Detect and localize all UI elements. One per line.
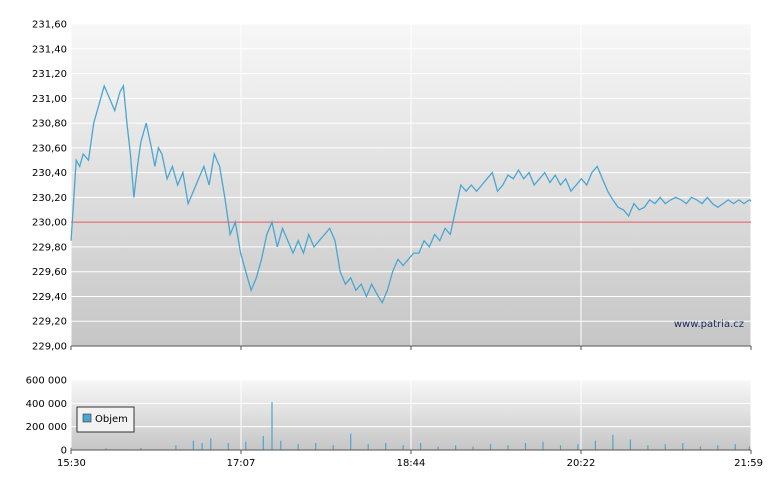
price-y-tick-label: 230,40 (32, 168, 67, 179)
volume-bar (594, 440, 596, 450)
volume-bar (271, 402, 273, 450)
x-tick-label: 17:07 (227, 458, 256, 469)
volume-bar (472, 446, 474, 450)
volume-bar (455, 445, 457, 450)
price-y-tick-label: 230,80 (32, 119, 67, 130)
volume-bar (350, 433, 352, 450)
volume-bar (367, 444, 369, 450)
volume-bar (140, 447, 142, 450)
volume-bar (717, 445, 719, 450)
price-y-tick-label: 230,00 (32, 218, 67, 229)
price-y-tick-label: 231,00 (32, 94, 67, 105)
x-tick-label: 20:22 (567, 458, 596, 469)
price-y-tick-label: 229,20 (32, 317, 67, 328)
price-y-axis: 229,00 229,20 229,40 229,60 229,80 230,00 230,… (32, 20, 67, 353)
volume-y-tick-label: 200 000 (26, 422, 67, 433)
watermark: www.patria.cz (674, 319, 744, 330)
volume-bar (542, 441, 544, 450)
volume-bar (175, 445, 177, 450)
price-grid (70, 23, 752, 347)
volume-bar (385, 443, 387, 450)
volume-bar (402, 445, 404, 450)
volume-bar (70, 447, 72, 450)
volume-bar (612, 434, 614, 450)
price-series-line (70, 83, 752, 305)
volume-bar (559, 445, 562, 450)
volume-bar (699, 446, 701, 450)
volume-bar (748, 446, 750, 450)
volume-y-tick-label: 400 000 (26, 399, 67, 410)
volume-bar (262, 436, 264, 450)
volume-bar (201, 443, 203, 450)
volume-y-axis: 0 200 000 400 000 600 000 (26, 376, 67, 457)
price-y-tick-label: 231,20 (32, 69, 67, 80)
price-y-tick-label: 231,60 (32, 20, 67, 31)
price-x-ticks (70, 346, 752, 350)
legend-label: Objem (95, 414, 128, 425)
volume-bar (280, 440, 282, 450)
volume-bar (489, 444, 492, 450)
volume-bars (70, 402, 750, 451)
volume-bar (105, 448, 107, 451)
volume-bar (577, 444, 579, 450)
x-tick-label: 15:30 (57, 458, 86, 469)
price-y-tick-label: 229,40 (32, 292, 67, 303)
x-tick-label: 21:59 (734, 458, 763, 469)
volume-bar (420, 443, 422, 450)
price-y-tick-label: 229,60 (32, 267, 67, 278)
volume-bar (210, 438, 212, 450)
legend: Objem (76, 406, 135, 433)
price-y-tick-label: 229,80 (32, 242, 67, 253)
volume-y-tick-label: 600 000 (26, 376, 67, 387)
volume-bar (297, 444, 299, 450)
volume-y-tick-label: 0 (61, 446, 67, 457)
price-y-tick-label: 230,60 (32, 143, 67, 154)
volume-bar (734, 444, 736, 450)
volume-bar (524, 443, 527, 450)
legend-swatch (82, 413, 92, 423)
volume-bar (245, 441, 247, 450)
price-y-tick-label: 231,40 (32, 44, 67, 55)
volume-bar (664, 444, 666, 450)
volume-bar (507, 445, 509, 450)
volume-bar (332, 445, 334, 450)
volume-bar (192, 440, 194, 450)
volume-panel: 0 200 000 400 000 600 000 15:30 17:07 18:44 20… (26, 376, 763, 470)
volume-bar (315, 443, 317, 450)
volume-bar (682, 443, 684, 450)
volume-bar (227, 443, 229, 450)
price-y-tick-label: 229,00 (32, 342, 67, 353)
volume-bar (437, 446, 439, 450)
volume-bar (629, 439, 631, 450)
x-axis: 15:30 17:07 18:44 20:22 21:59 (57, 450, 763, 469)
price-panel: 229,00 229,20 229,40 229,60 229,80 230,00 230,… (32, 20, 752, 353)
price-y-tick-label: 230,20 (32, 193, 67, 204)
volume-bar (647, 445, 649, 450)
x-tick-label: 18:44 (397, 458, 426, 469)
